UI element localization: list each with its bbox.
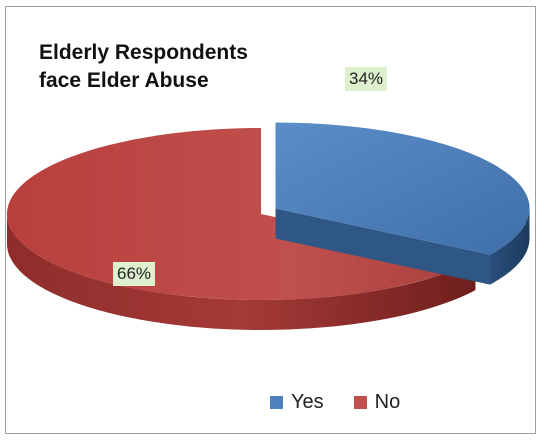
legend-item-no: No: [353, 390, 401, 414]
pie-slice-yes: [275, 122, 530, 255]
legend-swatch-yes: [270, 395, 283, 409]
data-label-no: 66%: [113, 262, 156, 286]
chart-title: Elderly Respondents face Elder Abuse: [39, 41, 248, 92]
data-label-yes: 34%: [345, 67, 388, 91]
legend-swatch-no: [353, 395, 367, 409]
pie-chart: [6, 122, 530, 331]
legend-item-yes: Yes: [270, 391, 324, 414]
legend-label-yes: Yes: [291, 390, 324, 413]
legend-label-no: No: [374, 390, 401, 413]
pie-slice-no-side: [7, 214, 476, 331]
chart-area: Elderly Respondents face Elder Abuse: [5, 6, 536, 434]
pie-slice-yes-cut-face: [275, 208, 490, 285]
pie-slice-yes-side: [489, 208, 530, 285]
legend: Yes No: [270, 390, 430, 414]
pie-slice-no: [6, 128, 476, 300]
